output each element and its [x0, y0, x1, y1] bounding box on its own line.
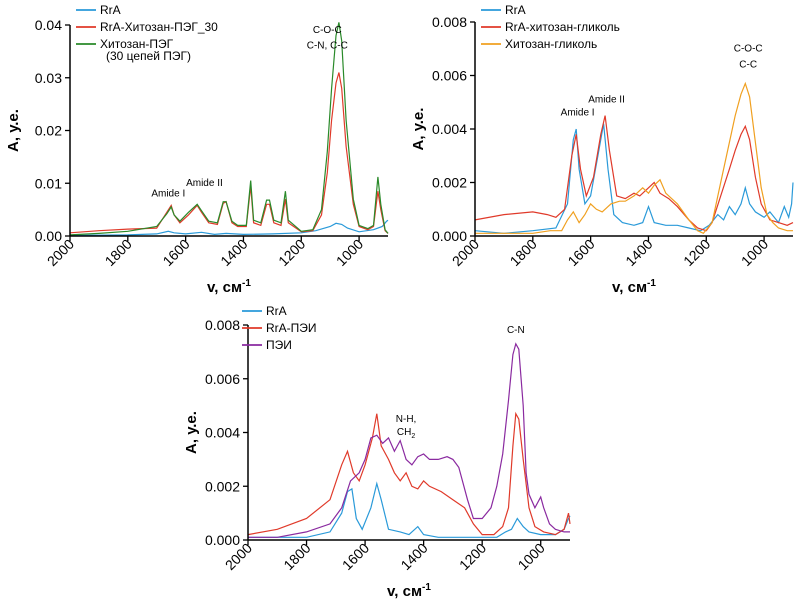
y-tick-label: 0.04	[35, 17, 62, 33]
series-line-3	[475, 81, 793, 235]
x-axis-label: v, см-1	[387, 582, 431, 600]
y-tick-label: 0.02	[35, 123, 62, 139]
legend-note: (30 цепей ПЭГ)	[106, 49, 191, 63]
y-tick-label: 0.004	[205, 425, 240, 441]
y-tick-label: 0.008	[205, 317, 240, 333]
legend-entry: RrA-ПЭИ	[266, 321, 317, 335]
annotation-label: Amide I	[561, 108, 595, 119]
x-tick-label: 1800	[507, 236, 540, 269]
y-tick-label: 0.006	[205, 371, 240, 387]
series-line-3	[248, 342, 570, 538]
series-line-2	[69, 72, 389, 234]
annotation-label: Amide II	[588, 94, 625, 105]
legend-entry: ПЭИ	[266, 338, 292, 352]
y-tick-label: 0.008	[432, 14, 467, 30]
x-tick-label: 1600	[159, 236, 192, 269]
legend-entry: RrA	[266, 304, 287, 318]
annotation-label: Amide II	[186, 178, 223, 189]
legend-entry: Хитозан-гликоль	[505, 37, 597, 51]
legend-entry: RrA-Хитозан-ПЭГ_30	[100, 20, 218, 34]
y-tick-label: 0.03	[35, 70, 62, 86]
y-axis-label: A, у.е.	[5, 109, 22, 152]
x-tick-label: 1000	[333, 236, 366, 269]
y-axis-label: A, у.е.	[183, 411, 200, 454]
y-tick-label: 0.00	[35, 228, 62, 244]
y-tick-label: 0.000	[205, 532, 240, 548]
y-tick-label: 0.000	[432, 228, 467, 244]
series-line-2	[474, 115, 794, 232]
annotation-label: C-N, C-C	[307, 41, 348, 52]
x-tick-label: 1800	[102, 236, 135, 269]
annotation-label: C-N	[507, 325, 525, 336]
y-axis-label: A, у.е.	[410, 108, 427, 151]
annotation-label: C-C	[739, 59, 757, 70]
x-tick-label: 1600	[564, 236, 597, 269]
x-tick-label: 1600	[339, 540, 372, 573]
series-line-3	[69, 22, 389, 236]
x-tick-label: 1000	[515, 540, 548, 573]
legend-entry: RrA	[100, 3, 121, 17]
y-tick-label: 0.002	[432, 175, 467, 191]
series-line-2	[247, 411, 571, 536]
series-line-1	[69, 219, 389, 237]
legend-entry: RrA-хитозан-гликоль	[505, 20, 620, 34]
x-tick-label: 1800	[280, 540, 313, 573]
x-tick-label: 1000	[738, 236, 771, 269]
x-tick-label: 1200	[456, 540, 489, 573]
x-tick-label: 1400	[622, 236, 655, 269]
x-axis-label: v, см-1	[612, 278, 656, 296]
y-tick-label: 0.004	[432, 121, 467, 137]
annotation-label: N-H,	[396, 414, 417, 425]
annotation-label: C-O-C	[313, 25, 342, 36]
y-tick-label: 0.002	[205, 478, 240, 494]
x-tick-label: 1200	[275, 236, 308, 269]
legend-entry: RrA	[505, 3, 526, 17]
y-tick-label: 0.006	[432, 68, 467, 84]
x-axis-label: v, см-1	[207, 278, 251, 296]
x-tick-label: 1200	[680, 236, 713, 269]
legend-entry: Хитозан-ПЭГ	[100, 37, 174, 51]
series-line-1	[474, 123, 794, 234]
y-tick-label: 0.01	[35, 175, 62, 191]
annotation-label: C-O-C	[734, 43, 763, 54]
series-line-1	[248, 481, 571, 538]
x-tick-label: 1400	[217, 236, 250, 269]
x-tick-label: 1400	[397, 540, 430, 573]
annotation-label: CH2	[397, 427, 415, 440]
annotation-label: Amide I	[151, 188, 185, 199]
